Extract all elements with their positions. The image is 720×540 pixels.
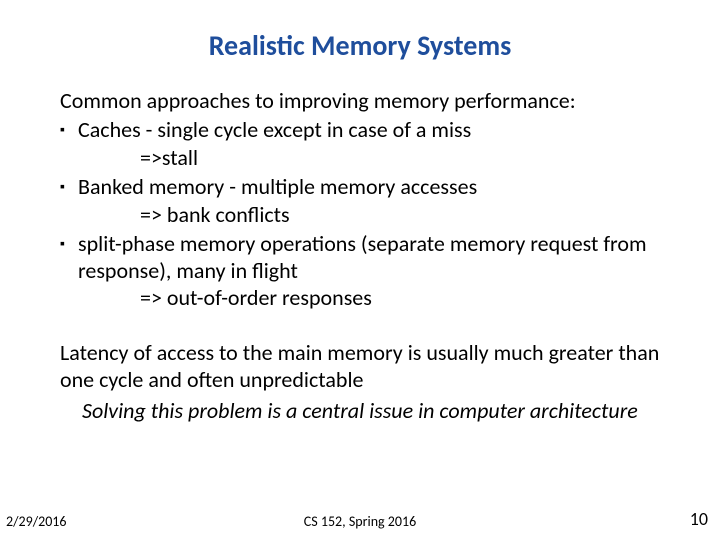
bullet-item: ▪ Banked memory - multiple memory access… — [60, 173, 680, 201]
slide-title: Realistic Memory Systems — [30, 28, 690, 63]
bullet-text: split-phase memory operations (separate … — [78, 230, 680, 284]
paragraph-latency: Latency of access to the main memory is … — [60, 339, 680, 393]
bullet-square-icon: ▪ — [60, 230, 78, 258]
bullet-sub: =>stall — [60, 144, 680, 171]
bullet-text: Caches - single cycle except in case of … — [78, 116, 680, 143]
bullet-sub: => bank conflicts — [60, 201, 680, 228]
slide-container: Realistic Memory Systems Common approach… — [0, 0, 720, 540]
footer-course: CS 152, Spring 2016 — [304, 513, 416, 530]
paragraph-solving: Solving this problem is a central issue … — [60, 397, 680, 424]
intro-text: Common approaches to improving memory pe… — [60, 87, 680, 114]
bullet-sub: => out-of-order responses — [60, 284, 680, 311]
slide-body: Common approaches to improving memory pe… — [30, 87, 690, 424]
bullet-text: Banked memory - multiple memory accesses — [78, 173, 680, 200]
footer-date: 2/29/2016 — [6, 513, 66, 530]
bullet-item: ▪ Caches - single cycle except in case o… — [60, 116, 680, 144]
footer-page: 10 — [690, 508, 708, 530]
bullet-square-icon: ▪ — [60, 116, 78, 144]
bullet-square-icon: ▪ — [60, 173, 78, 201]
bullet-item: ▪ split-phase memory operations (separat… — [60, 230, 680, 284]
